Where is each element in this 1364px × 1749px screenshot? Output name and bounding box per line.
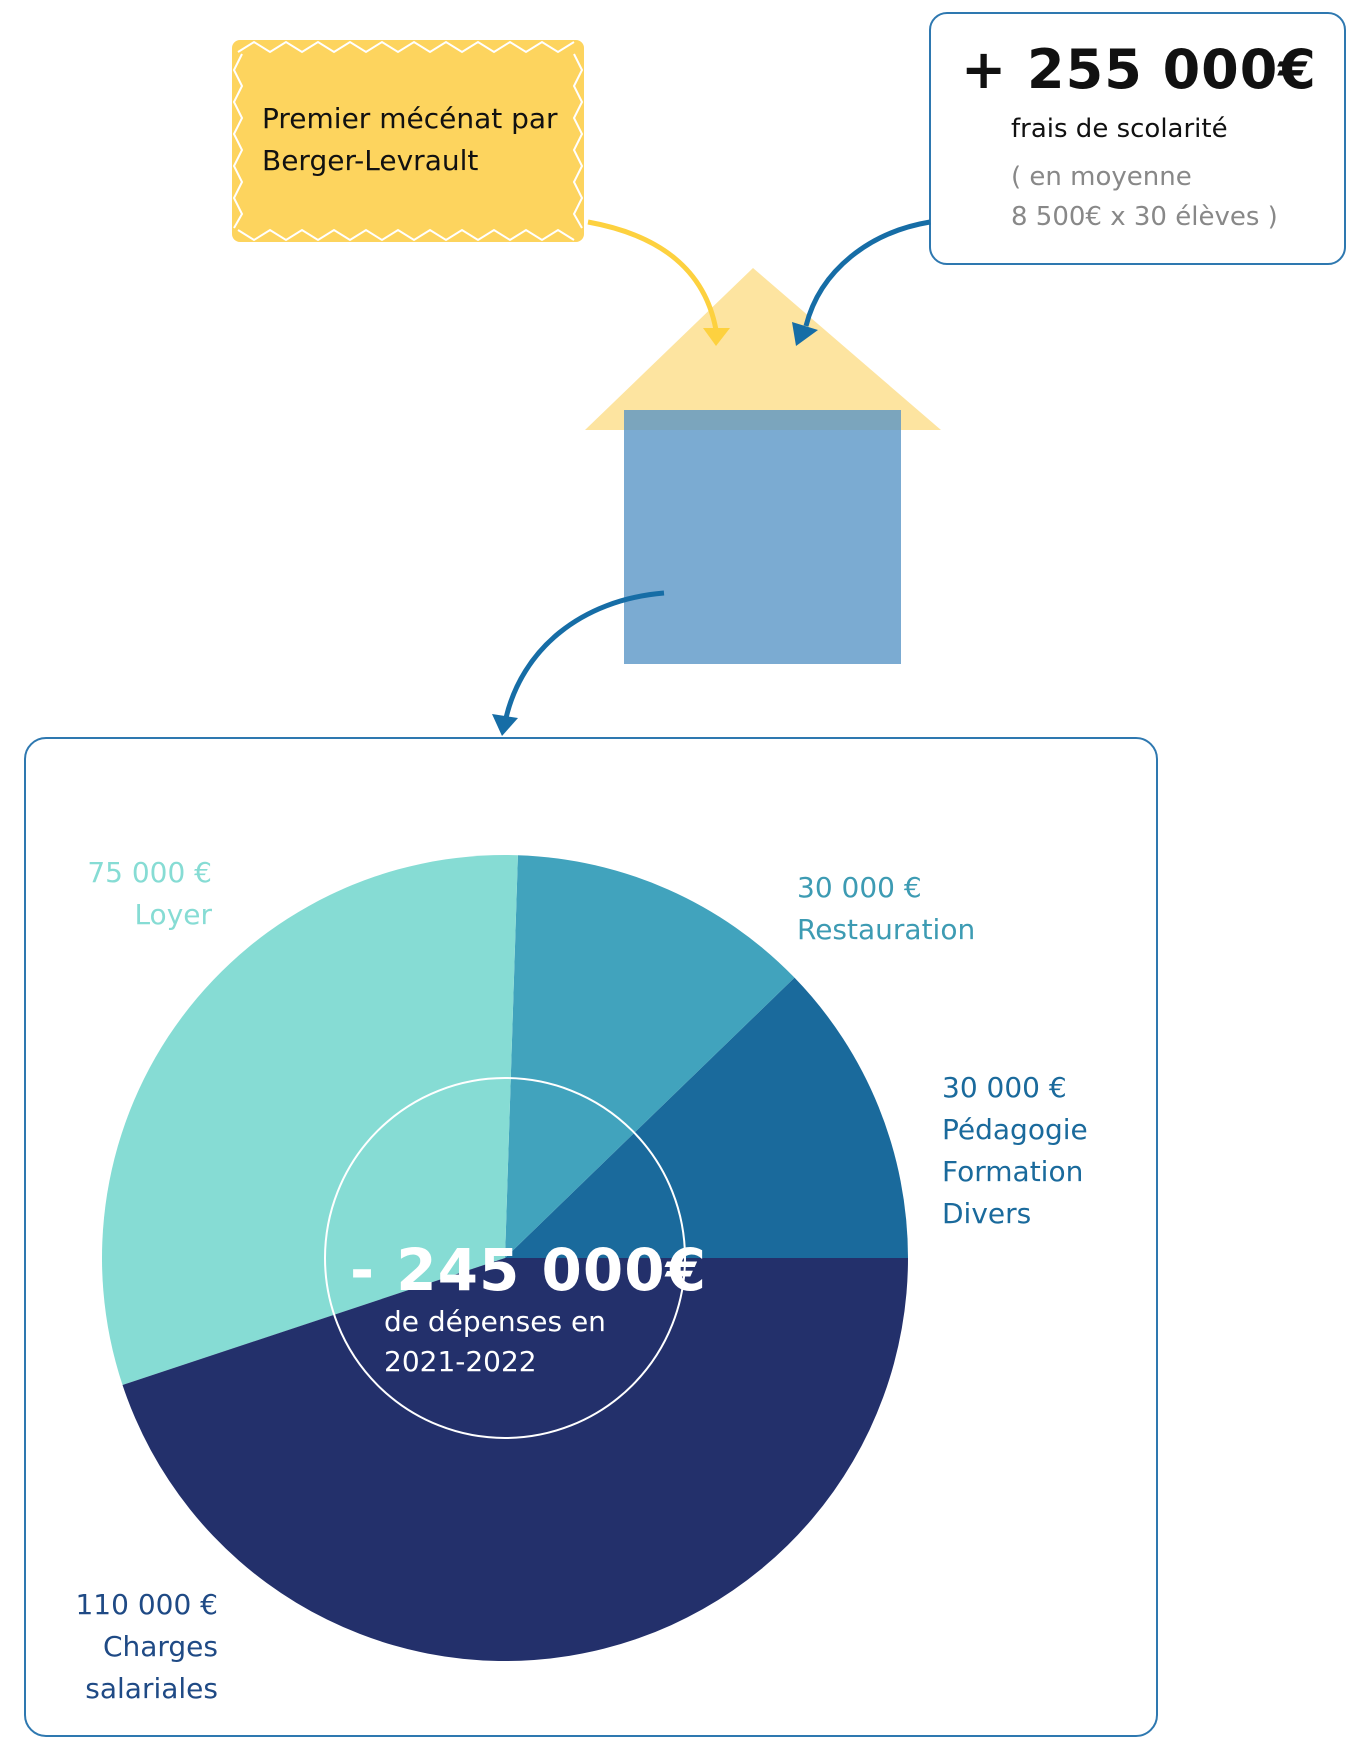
yellow-arrow-icon: [587, 219, 719, 331]
blue-arrow-icon-bottom: [503, 590, 665, 719]
slice-label-name: Charges: [102, 1630, 218, 1663]
income-box: + 255 000€ frais de scolarité ( en moyen…: [929, 12, 1346, 265]
expenses-chart-box: [24, 737, 1158, 1737]
pie-slice-1: [505, 855, 795, 1258]
slice-label-amount: 75 000 €: [87, 856, 212, 889]
income-label: frais de scolarité: [1011, 114, 1228, 144]
house-roof-icon: [585, 268, 941, 430]
slice-label-amount: 30 000 €: [797, 871, 922, 904]
house-body-icon: [624, 410, 901, 664]
slice-label-charges: 110 000 € Charges salariales: [60, 1584, 218, 1710]
expenses-desc-line-2: 2021-2022: [384, 1345, 537, 1378]
slice-label-pedagogie: 30 000 € Pédagogie Formation Divers: [942, 1067, 1088, 1235]
slice-label-name: Restauration: [797, 913, 976, 946]
expenses-desc: de dépenses en 2021-2022: [384, 1302, 644, 1382]
center-ring: [324, 1077, 686, 1439]
mecenat-note: Premier mécénat par Berger-Levrault: [232, 40, 584, 242]
slice-label-name: Divers: [942, 1197, 1032, 1230]
slice-label-name: salariales: [85, 1672, 218, 1705]
slice-label-restauration: 30 000 € Restauration: [797, 867, 975, 951]
blue-arrowhead-icon-bottom: [492, 714, 518, 736]
slice-label-name: Loyer: [134, 898, 212, 931]
pie-slice-2: [101, 855, 518, 1385]
income-note-line-2: 8 500€ x 30 élèves ): [1011, 202, 1278, 232]
slice-label-name: Pédagogie: [942, 1113, 1088, 1146]
slice-label-loyer: 75 000 € Loyer: [74, 852, 212, 936]
slice-label-name: Formation: [942, 1155, 1084, 1188]
pie-slice-0: [505, 977, 908, 1258]
yellow-arrowhead-icon: [703, 328, 730, 346]
expenses-desc-line-1: de dépenses en: [384, 1305, 606, 1338]
expenses-amount: - 245 000€: [350, 1236, 707, 1304]
slice-label-amount: 30 000 €: [942, 1071, 1067, 1104]
income-note-line-1: ( en moyenne: [1011, 162, 1192, 192]
note-zigzag-border: [232, 40, 584, 242]
blue-arrow-icon-top: [803, 219, 931, 327]
pie-slice-3: [122, 1258, 909, 1662]
income-note: ( en moyenne 8 500€ x 30 élèves ): [1011, 157, 1278, 237]
slice-label-amount: 110 000 €: [75, 1588, 218, 1621]
mecenat-text: Premier mécénat par Berger-Levrault: [262, 102, 558, 177]
income-amount: + 255 000€: [961, 38, 1317, 101]
blue-arrowhead-icon-top: [792, 322, 818, 346]
